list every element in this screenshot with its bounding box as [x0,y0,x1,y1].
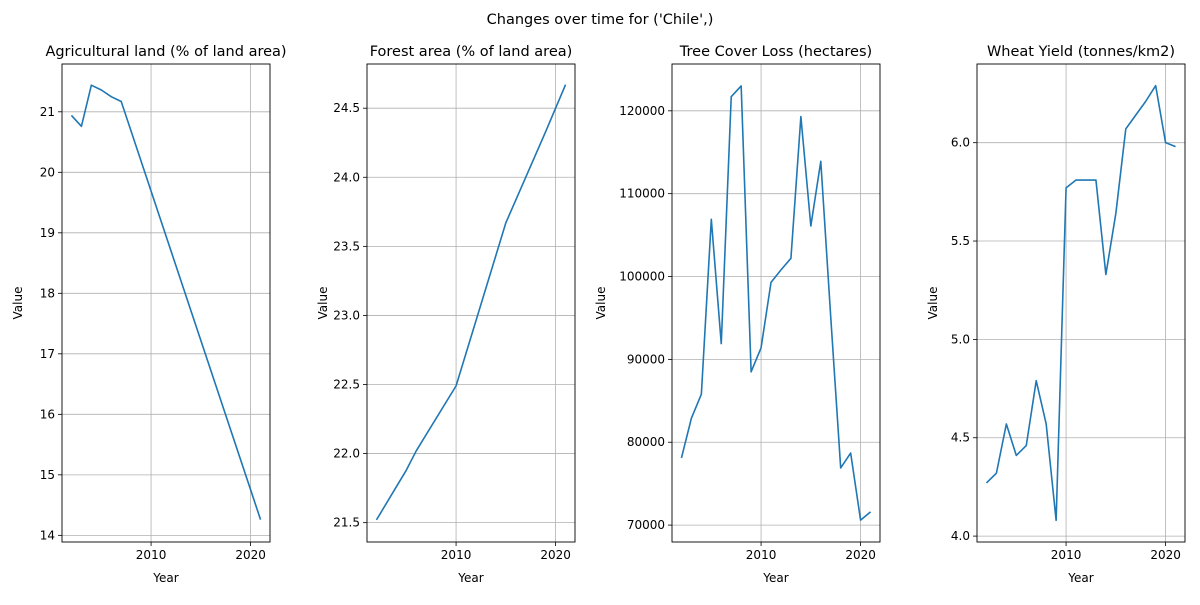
y-tick-label: 120000 [619,104,665,118]
y-tick-label: 90000 [627,352,665,366]
x-tick-label: 2020 [845,548,876,562]
y-tick-label: 15 [40,468,55,482]
x-tick-label: 2010 [136,548,167,562]
subplot-1: 2010 2020 14 15 16 17 18 19 20 21 Agricultural lan… [11,44,287,585]
x-axis-label: Year [152,571,178,585]
y-tick-label: 100000 [619,270,665,284]
subplot-title: Tree Cover Loss (hectares) [679,44,872,60]
y-axis-label: Value [594,287,608,320]
x-axis-label: Year [457,571,483,585]
axes-frame [671,63,881,543]
y-tick-label: 110000 [619,187,665,201]
y-tick-label: 21.5 [333,516,360,530]
subplot-title: Forest area (% of land area) [370,44,573,60]
y-tick-label: 22.0 [333,447,360,461]
y-tick-label: 4.5 [951,431,970,445]
x-tick-label: 2010 [746,548,777,562]
y-tick-label: 17 [40,347,55,361]
axes-frame [976,63,1186,543]
y-tick-label: 19 [40,226,55,240]
subplot-title: Wheat Yield (tonnes/km2) [987,44,1175,60]
y-tick-label: 24.0 [333,170,360,184]
figure-title: Changes over time for ('Chile',) [487,12,714,28]
y-tick-label: 80000 [627,435,665,449]
subplot-4: 2010 2020 4.0 4.5 5.0 5.5 6.0 Wheat Yield (tonn… [926,44,1186,585]
subplot-2: 2010 2020 21.5 22.0 22.5 23.0 23.5 24.0 24.5 Fore… [316,44,576,585]
y-tick-label: 23.0 [333,308,360,322]
y-tick-label: 21 [40,105,55,119]
y-tick-label: 5.5 [951,234,970,248]
y-tick-label: 4.0 [951,529,970,543]
y-tick-label: 14 [40,528,55,542]
y-axis-label: Value [316,287,330,320]
y-tick-label: 22.5 [333,378,360,392]
x-tick-label: 2020 [235,548,266,562]
series-line [680,85,872,521]
subplot-3: 2010 2020 70000 80000 90000 100000 110000 12000… [594,44,881,585]
y-tick-label: 70000 [627,518,665,532]
y-axis-label: Value [11,287,25,320]
axes-frame [61,63,271,543]
y-tick-label: 24.5 [333,101,360,115]
series-line [985,84,1176,522]
x-tick-label: 2010 [441,548,472,562]
x-axis-label: Year [1067,571,1093,585]
y-tick-label: 5.0 [951,332,970,346]
x-tick-label: 2010 [1051,548,1082,562]
x-tick-label: 2020 [540,548,571,562]
y-axis-label: Value [926,287,940,320]
x-tick-label: 2020 [1150,548,1181,562]
subplot-title: Agricultural land (% of land area) [45,44,286,60]
series-line [375,84,567,521]
y-tick-label: 16 [40,407,55,421]
y-tick-label: 6.0 [951,136,970,150]
y-tick-label: 18 [40,286,55,300]
axes-frame [366,63,576,543]
x-axis-label: Year [762,571,788,585]
y-tick-label: 23.5 [333,239,360,253]
series-line [70,84,262,520]
y-tick-label: 20 [40,165,55,179]
